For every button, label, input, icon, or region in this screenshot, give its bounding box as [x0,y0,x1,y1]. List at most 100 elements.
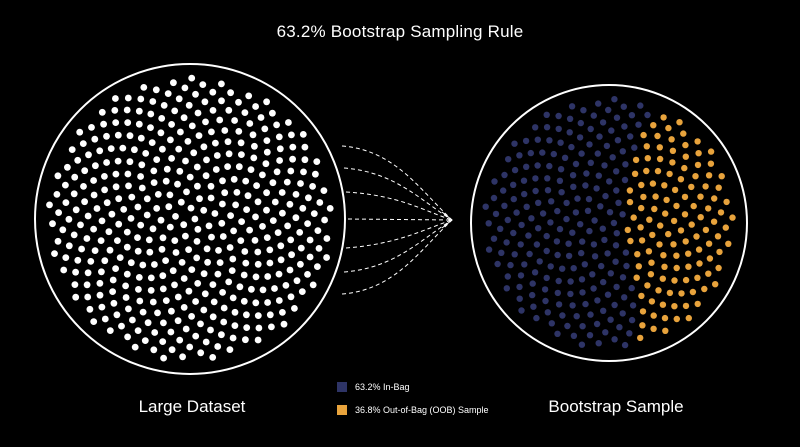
dataset-dot [93,205,101,212]
dataset-dot [264,273,272,280]
large-dataset-label: Large Dataset [138,397,246,416]
dataset-dot [233,189,241,196]
dataset-dot [247,166,255,174]
dataset-dot [159,285,167,293]
sample-dot [671,303,678,310]
dataset-dot [159,145,166,153]
sample-dot [546,137,553,144]
dataset-dot [167,328,175,336]
dataset-dot [98,268,105,276]
dataset-dot [96,147,104,155]
sample-dot [680,130,687,137]
sample-dot [565,252,573,260]
dataset-dot [277,256,285,264]
sample-dot [611,96,618,103]
sample-dot [694,161,702,169]
dataset-dot [137,95,145,103]
sample-dot [516,295,523,302]
sample-dot [610,219,618,227]
sample-dot [521,261,528,268]
dataset-dot [196,195,203,203]
dataset-dot [202,118,209,126]
sample-dot [587,125,594,133]
dataset-dot [243,206,251,214]
sample-dot [613,230,620,237]
dataset-dot [220,318,228,326]
dataset-dot [231,322,239,329]
dataset-dot [278,189,286,196]
dataset-dot [106,246,114,254]
dataset-dot [314,227,322,235]
dataset-dot [240,271,248,279]
in-bag-swatch [337,382,347,392]
dataset-dot [200,270,208,278]
sample-dot [553,238,561,245]
arrow-curve [341,219,453,295]
sample-dot [527,149,534,157]
sample-dot [490,194,498,202]
sample-dot [582,300,589,308]
sample-dot [577,119,584,127]
dataset-dot [243,311,250,319]
dataset-dot [202,172,210,180]
sample-dot [536,258,543,265]
dataset-dot [171,237,179,245]
dataset-dot [204,258,212,266]
dataset-dot [266,311,274,319]
dataset-dot [230,227,238,235]
dataset-dot [154,191,162,198]
sample-dot [711,195,718,202]
sample-dot [526,250,533,258]
sample-dot [637,224,644,231]
dataset-dot [135,107,143,115]
sample-dot [600,307,607,314]
dataset-dot [309,281,317,289]
dataset-dot [168,155,176,162]
sample-dot [603,142,611,150]
sample-dot [710,218,718,225]
dataset-dot [203,245,211,253]
sample-dot [510,229,517,237]
sample-dot [705,172,713,179]
dataset-dot [134,234,141,242]
dataset-dot [146,248,154,256]
sample-dot [606,209,614,216]
sample-dot [602,329,609,336]
sample-dot [595,340,602,347]
dataset-dot [279,209,286,217]
dataset-dot [176,167,184,175]
dataset-dot [174,317,182,325]
dataset-dot [242,336,249,344]
dataset-dot [90,318,98,325]
sample-dot [598,262,605,270]
sample-dot [682,238,689,245]
sample-dot [694,300,701,308]
dataset-dot [252,299,260,307]
dataset-dot [305,194,312,202]
dataset-dot [207,182,215,190]
sample-dot [685,263,692,270]
sample-dot [587,311,594,318]
sample-dot [548,320,555,327]
sample-dot [504,216,511,224]
dataset-dot [111,107,119,114]
sample-dot [638,204,645,212]
dataset-dot [78,245,85,253]
dataset-dot [225,106,233,114]
sample-dot [697,214,704,221]
sample-dot [629,302,637,309]
sample-dot [593,320,601,328]
dataset-dot [175,95,183,103]
sample-dot [649,231,656,239]
dataset-dot [237,139,245,147]
sample-dot [518,307,525,314]
dataset-dot [110,299,118,307]
dataset-dot [228,267,236,274]
dataset-dot [90,177,97,184]
sample-dot [520,177,528,184]
dataset-dot [205,222,213,230]
sample-dot [494,260,501,268]
sample-dot [635,121,642,128]
dataset-dot [137,134,145,142]
dataset-dot [285,119,292,126]
